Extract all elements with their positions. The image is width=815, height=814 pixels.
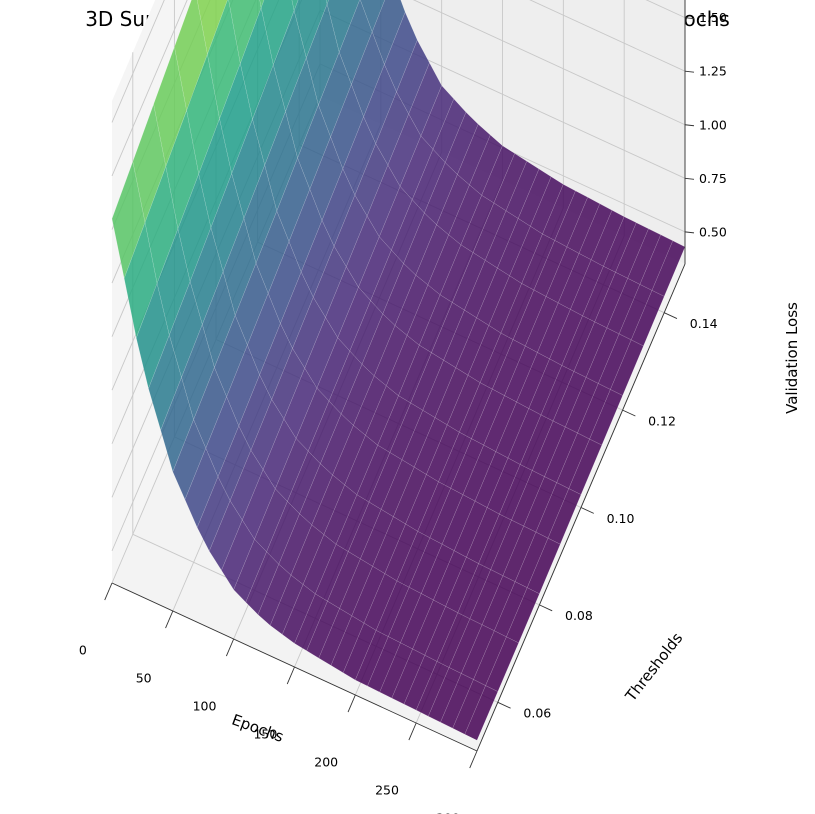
- y-tick: [622, 409, 636, 417]
- x-tick: [286, 666, 295, 685]
- z-gridline: [529, 0, 686, 72]
- x-tick: [165, 610, 174, 629]
- x-tick-label: 0: [79, 643, 87, 658]
- tick-labels: 0 50 100 150 200 250 300 0.06 0.08 0.10 0.12 0.14 0.…: [79, 10, 727, 814]
- z-tick-label: 1.25: [699, 64, 727, 79]
- x-tick-label: 250: [375, 783, 399, 798]
- z-tick: [684, 17, 695, 20]
- surface-facet: [485, 636, 519, 692]
- x-tick: [104, 582, 113, 601]
- z-tick: [684, 70, 695, 73]
- y-axis-label: Thresholds: [621, 629, 686, 705]
- surface-facet: [325, 0, 329, 5]
- z-gridline: [412, 0, 686, 126]
- surface-facet: [589, 389, 623, 446]
- surface-facet: [326, 0, 360, 54]
- x-tick: [469, 750, 478, 769]
- y-tick-label: 0.08: [565, 608, 593, 623]
- y-tick: [664, 312, 678, 319]
- z-axis-label: Validation Loss: [783, 302, 801, 414]
- y-tick-label: 0.14: [690, 316, 718, 331]
- surface-facet: [568, 438, 603, 495]
- z-tick-label: 1.50: [699, 10, 727, 25]
- surface: [111, 0, 686, 741]
- x-tick-label: 50: [136, 671, 152, 686]
- y-tick-label: 0.12: [648, 413, 676, 428]
- z-gridline: [111, 0, 188, 177]
- z-gridline: [111, 0, 165, 123]
- z-tick: [684, 124, 695, 127]
- y-tick-label: 0.06: [523, 706, 551, 721]
- x-tick-label: 150: [253, 727, 277, 742]
- z-tick-label: 0.75: [699, 171, 727, 186]
- surface-facet: [506, 587, 540, 644]
- z-tick: [684, 177, 695, 180]
- z-tick: [684, 231, 695, 234]
- y-tick: [497, 701, 511, 709]
- surface-facet: [547, 488, 582, 545]
- x-tick: [408, 722, 417, 741]
- y-tick: [539, 604, 553, 612]
- surface-facet: [464, 685, 499, 741]
- surface-facet: [259, 0, 265, 9]
- x-tick-label: 300: [436, 811, 460, 814]
- x-tick: [225, 638, 235, 657]
- y-tick: [580, 507, 594, 514]
- x-tick: [347, 694, 356, 713]
- x-tick-label: 100: [193, 699, 217, 714]
- z-tick-label: 1.00: [699, 117, 727, 132]
- surface-facet: [526, 537, 561, 595]
- y-tick-label: 0.10: [607, 511, 635, 526]
- surface-facet: [291, 0, 299, 12]
- z-tick-label: 0.50: [699, 224, 727, 239]
- x-tick-label: 200: [314, 755, 338, 770]
